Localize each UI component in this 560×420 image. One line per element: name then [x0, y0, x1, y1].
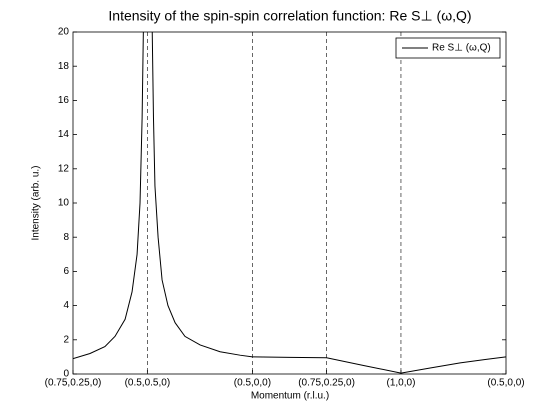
data-line — [73, 32, 506, 374]
y-tick-label: 12 — [58, 163, 70, 174]
x-tick-label: (0.75,0.25,0) — [298, 378, 355, 389]
y-tick-label: 18 — [58, 61, 70, 72]
y-tick-label: 10 — [58, 198, 70, 209]
y-tick-label: 20 — [58, 27, 70, 38]
y-tick-label: 6 — [63, 266, 69, 277]
legend-label: Re S⊥ (ω,Q) — [432, 43, 491, 54]
y-tick-label: 2 — [63, 334, 69, 345]
x-axis-label: Momentum (r.l.u.) — [251, 391, 329, 402]
chart-title: Intensity of the spin-spin correlation f… — [108, 8, 471, 24]
legend: Re S⊥ (ω,Q) — [395, 37, 501, 59]
y-tick-label: 8 — [63, 232, 69, 243]
x-tick-label: (0.5,0,0) — [487, 378, 524, 389]
y-tick-label: 4 — [63, 300, 69, 311]
x-tick-label: (1,0,0) — [387, 378, 416, 389]
plot-area — [72, 31, 507, 375]
x-tick-label: (0.75,0.25,0) — [45, 378, 102, 389]
legend-box — [395, 37, 501, 59]
x-tick-label: (0.5,0.5,0) — [125, 378, 171, 389]
y-tick-label: 16 — [58, 95, 70, 106]
y-tick-label: 14 — [58, 129, 70, 140]
x-tick-label: (0.5,0,0) — [234, 378, 271, 389]
y-tick-label: 0 — [63, 369, 69, 380]
y-axis-label: Intensity (arb. u.) — [31, 165, 42, 240]
